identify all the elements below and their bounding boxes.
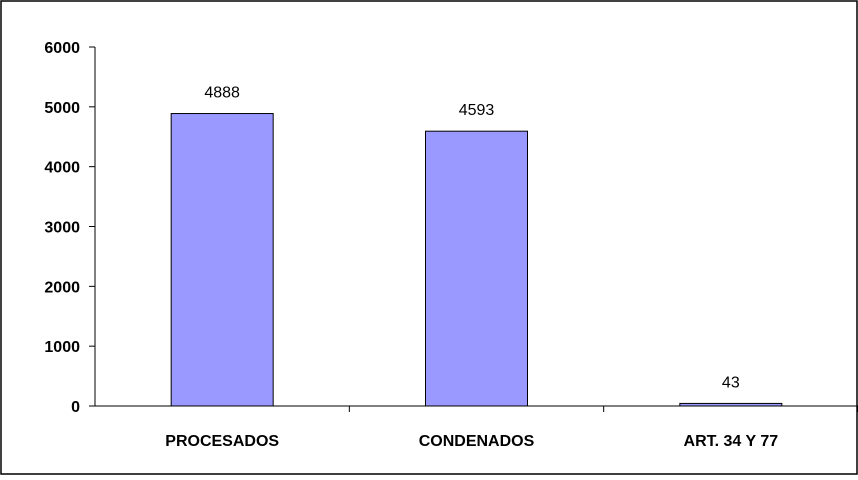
x-category-label: CONDENADOS [419, 433, 535, 450]
x-category-label: ART. 34 Y 77 [684, 433, 779, 450]
y-tick-label: 2000 [44, 279, 80, 296]
y-tick-label: 0 [71, 399, 80, 416]
y-tick-label: 5000 [44, 100, 80, 117]
bar-condenados [425, 130, 528, 407]
data-label: 4593 [459, 102, 495, 119]
y-tick-label: 1000 [44, 339, 80, 356]
y-tick-label: 4000 [44, 160, 80, 177]
data-label: 4888 [204, 85, 240, 102]
bar-procesados [170, 113, 274, 407]
labels: 0 1000 2000 3000 4000 5000 6000 4888 PROCESADOS 4… [44, 40, 778, 450]
y-tick-label: 6000 [44, 40, 80, 57]
data-label: 43 [722, 374, 740, 391]
x-category-label: PROCESADOS [165, 433, 279, 450]
bars [170, 113, 783, 407]
y-tick-label: 3000 [44, 220, 80, 237]
bar-art-34-y-77 [679, 402, 783, 407]
